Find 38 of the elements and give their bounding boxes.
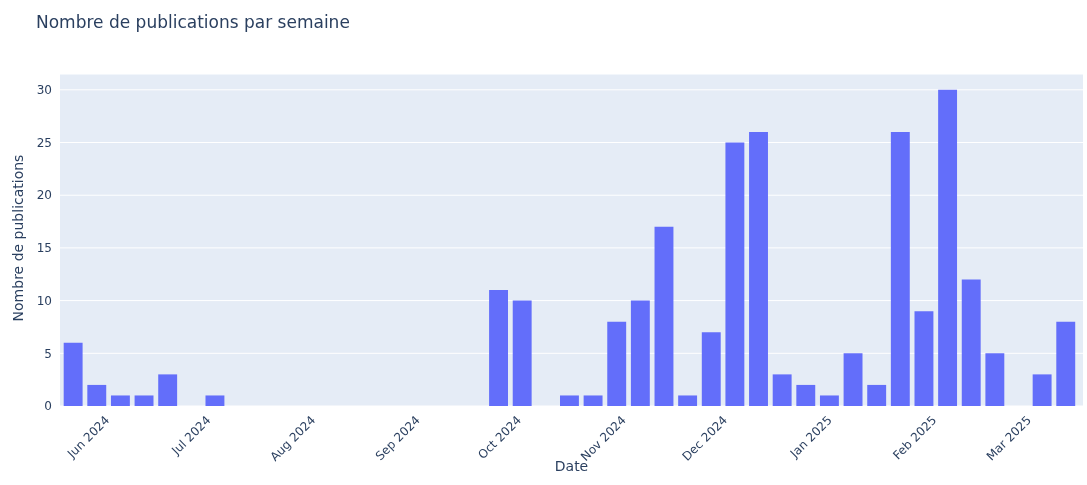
bar xyxy=(819,395,839,406)
bar xyxy=(87,384,107,406)
y-tick-label: 30 xyxy=(36,83,52,98)
bar xyxy=(772,374,792,406)
y-tick-label: 25 xyxy=(36,135,52,150)
bar xyxy=(654,226,674,406)
bar xyxy=(63,342,83,406)
bar xyxy=(489,290,508,406)
bar xyxy=(1056,321,1076,406)
y-tick-label: 20 xyxy=(36,188,52,203)
bar xyxy=(725,142,745,406)
bar xyxy=(749,131,768,406)
bar xyxy=(205,395,225,406)
y-axis-title: Nombre de publications xyxy=(10,153,26,324)
bar xyxy=(110,395,130,406)
bar xyxy=(158,374,178,406)
y-tick-label: 10 xyxy=(36,293,52,308)
bar xyxy=(890,131,910,406)
bar xyxy=(583,395,603,406)
bar xyxy=(134,395,154,406)
bar xyxy=(678,395,698,406)
bar xyxy=(1032,374,1052,406)
bar xyxy=(796,384,816,406)
bar xyxy=(560,395,579,406)
y-tick-label: 15 xyxy=(36,241,52,256)
bar xyxy=(938,89,958,406)
y-tick-label: 5 xyxy=(44,346,52,361)
bar xyxy=(961,279,981,406)
y-tick-label: 0 xyxy=(44,399,52,414)
bar xyxy=(630,300,650,406)
bar xyxy=(607,321,627,406)
chart-title: Nombre de publications par semaine xyxy=(36,12,350,32)
bar xyxy=(914,311,934,406)
bar xyxy=(512,300,532,406)
bar xyxy=(701,332,721,406)
bar xyxy=(843,353,863,406)
bar xyxy=(867,384,887,406)
bar xyxy=(985,353,1005,406)
